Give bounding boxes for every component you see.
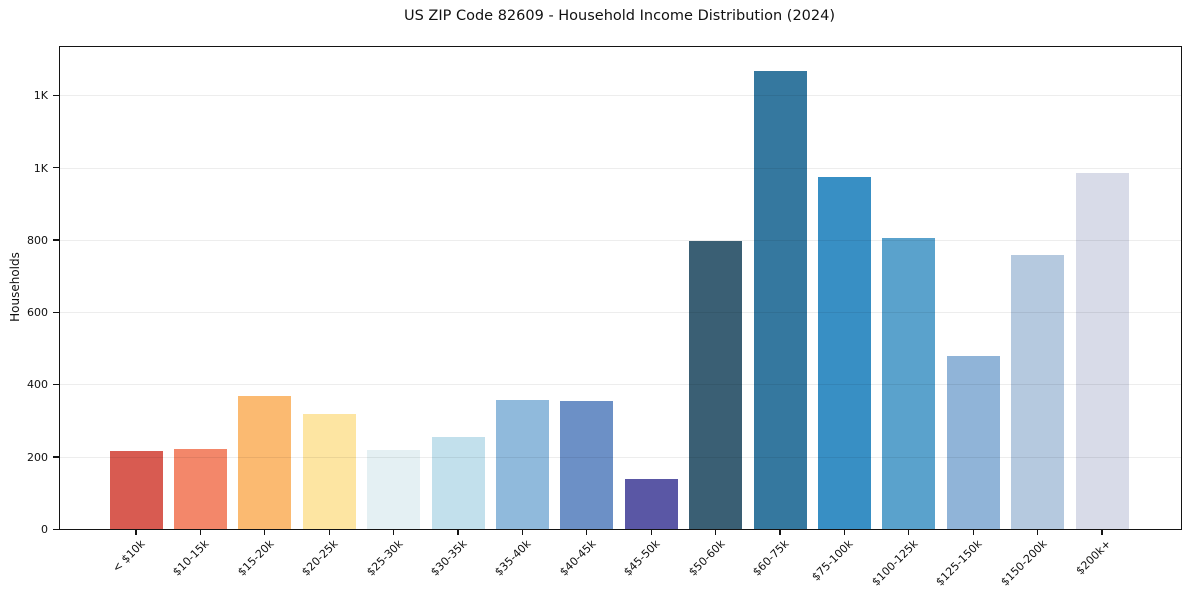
- x-tick-label: $40-45k: [557, 537, 599, 579]
- y-tick-mark: [53, 383, 59, 386]
- x-tick-mark: [586, 529, 588, 535]
- x-tick-label: $35-40k: [492, 537, 534, 579]
- x-tick-label: $125-150k: [933, 537, 985, 589]
- x-tick-mark: [1101, 529, 1103, 535]
- x-tick-label: $100-125k: [869, 537, 921, 589]
- x-tick-mark: [199, 529, 202, 535]
- x-tick-label: $150-200k: [997, 537, 1050, 589]
- x-tick-label: $75-100k: [809, 537, 856, 584]
- chart-title: US ZIP Code 82609 - Household Income Dis…: [403, 8, 836, 24]
- y-gridline: [60, 167, 1181, 169]
- x-tick-label: $10-15k: [170, 537, 212, 579]
- y-tick-label: 1K: [33, 89, 48, 103]
- bar: [431, 437, 485, 529]
- y-gridline: [60, 95, 1181, 97]
- bar: [817, 177, 871, 529]
- x-tick-label: $45-50k: [621, 537, 663, 579]
- bar: [882, 238, 936, 529]
- x-tick-mark: [715, 529, 717, 535]
- bar: [238, 396, 292, 529]
- bar: [1011, 255, 1065, 529]
- y-tick-label: 800: [27, 233, 48, 247]
- x-tick-mark: [457, 529, 459, 535]
- x-tick-label: $25-30k: [363, 537, 406, 579]
- x-tick-label: $50-60k: [685, 537, 728, 579]
- y-tick-label: 400: [27, 378, 48, 392]
- x-tick-mark: [328, 529, 330, 535]
- y-tick-label: 1K: [33, 161, 48, 175]
- x-tick-mark: [843, 529, 846, 535]
- x-tick-label: $30-35k: [428, 537, 470, 579]
- x-tick-mark: [650, 529, 652, 535]
- bar: [560, 400, 614, 529]
- x-tick-label: $20-25k: [299, 537, 341, 579]
- y-tick-mark: [53, 94, 59, 97]
- bar: [624, 478, 678, 529]
- y-tick-label: 200: [27, 450, 48, 464]
- x-tick-mark: [264, 529, 266, 535]
- x-tick-mark: [135, 529, 137, 535]
- bar: [753, 70, 807, 529]
- x-tick-mark: [779, 529, 781, 535]
- y-tick-label: 600: [27, 306, 48, 320]
- plot-area: 0 200 400 600 800 1K 1K < $10k $10-15k $15-20k $20…: [27, 46, 1182, 588]
- y-gridline: [60, 239, 1181, 241]
- x-tick-mark: [521, 529, 524, 535]
- bar: [946, 355, 1000, 529]
- bar: [367, 449, 421, 529]
- bar: [109, 451, 163, 529]
- bar: [1075, 173, 1129, 529]
- y-tick-mark: [53, 167, 59, 169]
- x-tick-mark: [972, 529, 974, 535]
- x-tick-mark: [1037, 529, 1039, 535]
- bar: [302, 414, 356, 529]
- x-tick-mark: [908, 529, 910, 535]
- y-tick-mark: [53, 456, 59, 458]
- y-tick-mark: [53, 239, 59, 241]
- x-tick-label: $60-75k: [750, 537, 792, 579]
- y-tick-mark: [53, 528, 59, 530]
- x-tick-label: $15-20k: [235, 537, 277, 579]
- y-tick-mark: [53, 311, 59, 313]
- x-tick-label: $200k+: [1073, 537, 1114, 578]
- y-tick-label: 0: [41, 523, 48, 536]
- bar: [495, 400, 549, 529]
- bar: [173, 448, 227, 529]
- bar: [689, 241, 743, 529]
- x-tick-label: < $10k: [109, 537, 148, 575]
- x-tick-mark: [393, 529, 395, 535]
